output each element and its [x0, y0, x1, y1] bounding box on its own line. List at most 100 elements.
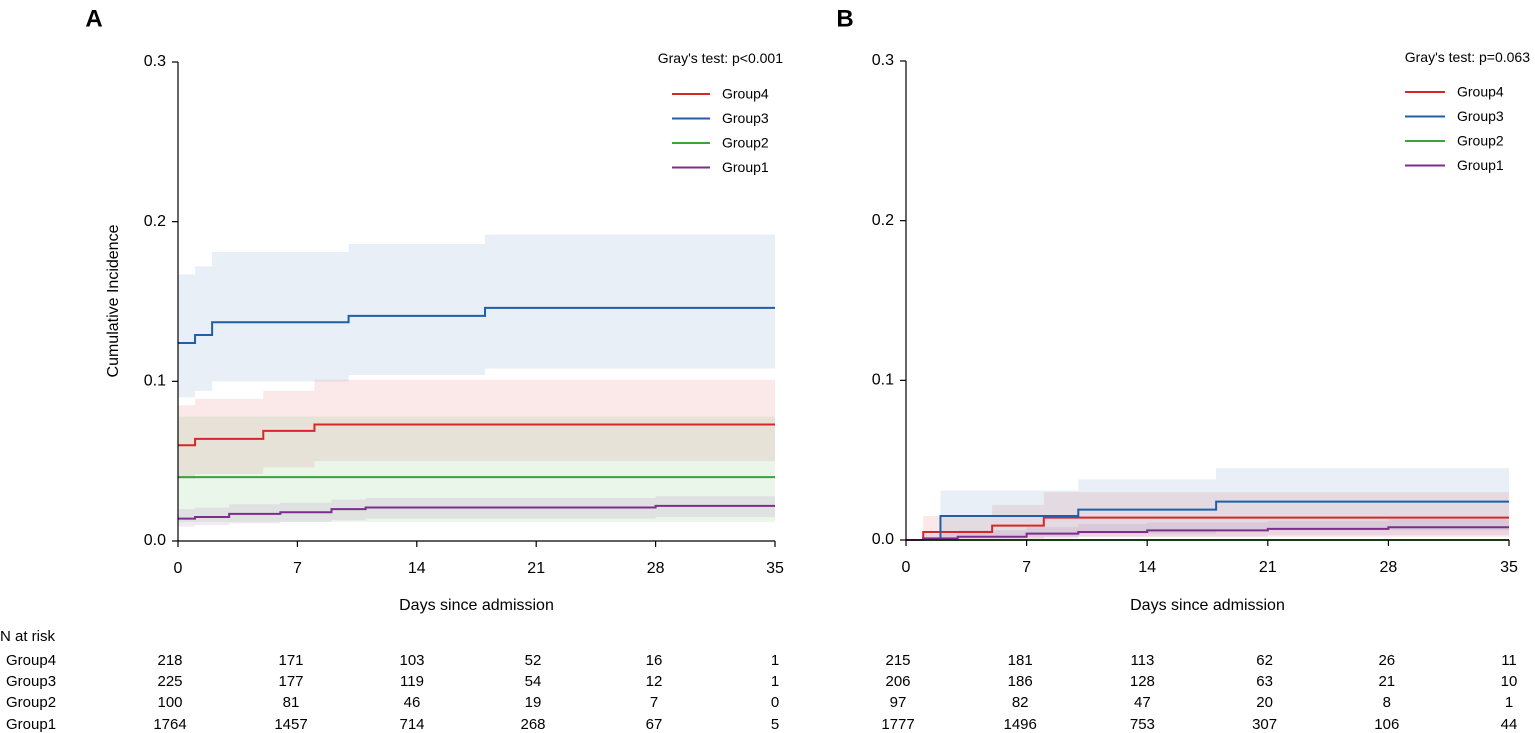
- risk-count: 0: [771, 694, 779, 711]
- risk-count: 128: [1130, 673, 1155, 690]
- x-tick-label: 35: [766, 560, 784, 577]
- risk-count: 1496: [1004, 716, 1037, 733]
- risk-count: 103: [399, 652, 424, 669]
- legend-label-group2: Group2: [722, 135, 769, 151]
- risk-count: 52: [525, 652, 542, 669]
- risk-count: 7: [650, 694, 658, 711]
- confidence-bands: [178, 234, 775, 527]
- x-axis: 0 7 14 21 28 35 Days since admission: [174, 540, 784, 614]
- grays-test-annotation: Gray's test: p=0.063: [1405, 49, 1530, 65]
- risk-count: 12: [646, 673, 663, 690]
- risk-count: 67: [646, 716, 663, 733]
- x-axis-label: Days since admission: [399, 597, 554, 614]
- legend-label-group1: Group1: [722, 159, 769, 175]
- risk-row-label-group1: Group1: [6, 716, 56, 733]
- risk-count: 54: [525, 673, 542, 690]
- risk-count: 218: [157, 652, 182, 669]
- risk-table: 218 171 103 52 16 1 225 177 119 54 12 1 100 81 46 19 7 0 1…: [153, 652, 779, 733]
- y-axis: 0.0 0.1 0.2 0.3 Cumulative Incidence: [105, 53, 179, 549]
- risk-count: 307: [1252, 716, 1277, 733]
- risk-count: 225: [157, 673, 182, 690]
- confidence-bands: [906, 468, 1509, 540]
- x-tick-label: 7: [1022, 559, 1031, 576]
- risk-count: 119: [400, 673, 424, 690]
- x-tick-label: 21: [1259, 559, 1277, 576]
- risk-count: 47: [1134, 694, 1151, 711]
- panel-label: A: [85, 5, 102, 32]
- y-tick-label: 0.1: [144, 373, 166, 390]
- series-line-group1: [178, 504, 775, 520]
- ci-band-group4: [178, 379, 775, 479]
- series-line-group3: [906, 500, 1509, 541]
- x-tick-label: 35: [1500, 559, 1518, 576]
- ci-band-group2: [178, 416, 775, 522]
- risk-count: 19: [525, 694, 542, 711]
- risk-count: 1: [771, 673, 779, 690]
- y-tick-label: 0.0: [144, 532, 166, 549]
- x-tick-label: 7: [293, 560, 302, 577]
- risk-table-header: N at risk: [0, 628, 56, 645]
- x-tick-label: 0: [174, 560, 183, 577]
- risk-count: 714: [399, 716, 424, 733]
- y-tick-label: 0.1: [872, 372, 894, 389]
- risk-count: 1457: [274, 716, 307, 733]
- legend: Group4 Group3 Group2 Group1: [1405, 84, 1504, 173]
- legend-label-group1: Group1: [1457, 157, 1504, 173]
- risk-count: 20: [1256, 694, 1273, 711]
- y-tick-label: 0.3: [144, 53, 166, 70]
- risk-count: 8: [1383, 694, 1391, 711]
- ci-band-group1: [178, 496, 775, 527]
- x-tick-label: 21: [527, 560, 545, 577]
- panel-b: B 0.0 0.1 0.2 0.3 0 7 14 21 28 35 Days since admiss…: [836, 5, 1530, 733]
- x-tick-label: 0: [902, 559, 911, 576]
- legend: Group4 Group3 Group2 Group1: [672, 86, 769, 175]
- risk-count: 1: [1505, 694, 1513, 711]
- risk-row-label-group4: Group4: [6, 652, 56, 669]
- risk-count: 97: [890, 694, 907, 711]
- x-tick-label: 28: [1380, 559, 1398, 576]
- series-lines: [178, 306, 775, 520]
- x-axis: 0 7 14 21 28 35 Days since admission: [902, 539, 1518, 614]
- risk-count: 106: [1374, 716, 1399, 733]
- series-line-group4: [178, 423, 775, 447]
- legend-label-group2: Group2: [1457, 133, 1504, 149]
- risk-count: 186: [1008, 673, 1033, 690]
- risk-count: 63: [1256, 673, 1273, 690]
- risk-count: 181: [1008, 652, 1033, 669]
- risk-count: 753: [1130, 716, 1155, 733]
- risk-count: 82: [1012, 694, 1029, 711]
- series-line-group1: [906, 526, 1509, 541]
- series-line-group3: [178, 306, 775, 345]
- risk-table: 215 181 113 62 26 11 206 186 128 63 21 10 97 82 47 20 8 1…: [881, 652, 1517, 733]
- risk-count: 113: [1130, 652, 1154, 669]
- y-tick-label: 0.2: [872, 212, 894, 229]
- risk-count: 44: [1501, 716, 1518, 733]
- risk-count: 100: [157, 694, 182, 711]
- legend-label-group4: Group4: [722, 86, 769, 102]
- risk-count: 46: [404, 694, 421, 711]
- x-tick-label: 28: [647, 560, 665, 577]
- risk-table-side-labels: N at risk Group4 Group3 Group2 Group1: [0, 628, 56, 733]
- risk-count: 62: [1256, 652, 1273, 669]
- legend-label-group4: Group4: [1457, 84, 1504, 100]
- risk-count: 10: [1501, 673, 1518, 690]
- grays-test-annotation: Gray's test: p<0.001: [658, 50, 783, 66]
- risk-count: 26: [1378, 652, 1395, 669]
- x-tick-label: 14: [1138, 559, 1156, 576]
- risk-count: 11: [1501, 652, 1517, 669]
- x-axis-label: Days since admission: [1130, 597, 1285, 614]
- risk-count: 268: [520, 716, 545, 733]
- panel-label: B: [836, 5, 853, 32]
- risk-count: 215: [885, 652, 910, 669]
- y-tick-label: 0.3: [872, 52, 894, 69]
- risk-count: 206: [885, 673, 910, 690]
- x-tick-label: 14: [408, 560, 426, 577]
- risk-count: 1777: [881, 716, 914, 733]
- y-tick-label: 0.2: [144, 213, 166, 230]
- risk-count: 5: [771, 716, 779, 733]
- risk-row-label-group3: Group3: [6, 673, 56, 690]
- risk-count: 177: [278, 673, 303, 690]
- risk-count: 16: [646, 652, 663, 669]
